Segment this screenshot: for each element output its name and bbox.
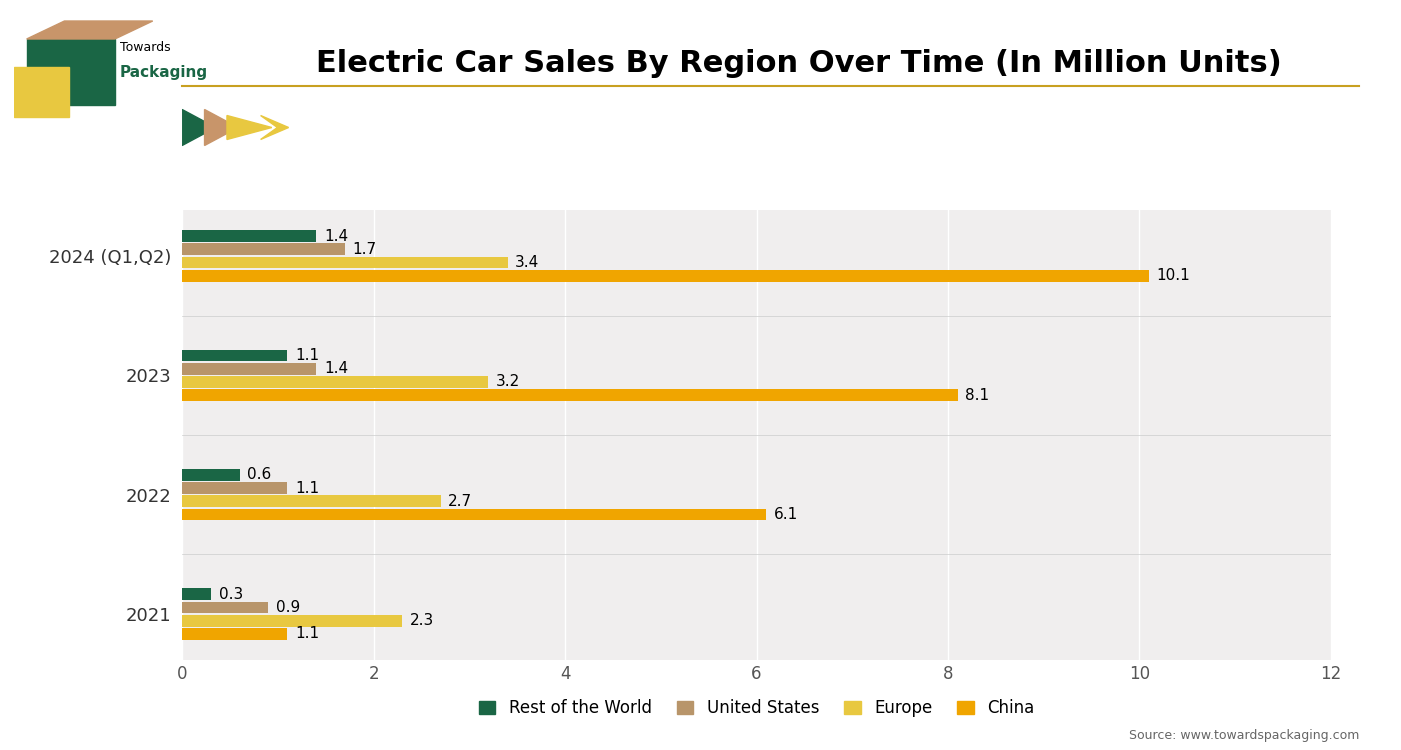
Polygon shape xyxy=(261,116,289,140)
Bar xyxy=(182,376,489,388)
Text: 1.7: 1.7 xyxy=(353,242,377,256)
Bar xyxy=(182,230,317,242)
Bar xyxy=(182,588,210,600)
Text: 6.1: 6.1 xyxy=(773,507,799,522)
Text: 10.1: 10.1 xyxy=(1157,268,1191,284)
Text: 8.1: 8.1 xyxy=(965,388,989,403)
Bar xyxy=(182,256,507,268)
Polygon shape xyxy=(227,116,272,140)
Bar xyxy=(182,244,345,255)
Text: Packaging: Packaging xyxy=(120,65,209,80)
Legend: Rest of the World, United States, Europe, China: Rest of the World, United States, Europe… xyxy=(472,692,1041,724)
Text: Source: www.towardspackaging.com: Source: www.towardspackaging.com xyxy=(1129,730,1359,742)
Bar xyxy=(182,482,287,494)
Text: Electric Car Sales By Region Over Time (In Million Units): Electric Car Sales By Region Over Time (… xyxy=(315,49,1282,78)
Bar xyxy=(182,602,269,613)
Text: 0.3: 0.3 xyxy=(219,586,242,602)
Text: 3.2: 3.2 xyxy=(496,374,520,389)
Text: 1.4: 1.4 xyxy=(324,229,347,244)
Bar xyxy=(182,469,240,481)
Bar xyxy=(182,389,958,401)
Text: 0.9: 0.9 xyxy=(276,600,300,615)
Bar xyxy=(182,509,766,520)
Polygon shape xyxy=(27,21,153,39)
Polygon shape xyxy=(205,110,238,146)
Polygon shape xyxy=(182,110,216,146)
Text: 2.7: 2.7 xyxy=(448,494,472,508)
Bar xyxy=(182,615,402,626)
Text: Towards: Towards xyxy=(120,41,171,55)
Bar xyxy=(182,363,317,374)
Text: 1.1: 1.1 xyxy=(296,626,319,641)
Bar xyxy=(27,39,115,105)
Text: 2.3: 2.3 xyxy=(410,614,434,628)
Text: 0.6: 0.6 xyxy=(247,467,272,482)
Bar xyxy=(182,350,287,361)
Bar xyxy=(14,67,70,117)
Text: 1.4: 1.4 xyxy=(324,362,347,376)
Text: 3.4: 3.4 xyxy=(516,255,539,270)
Bar xyxy=(182,270,1149,282)
Bar xyxy=(182,628,287,640)
Bar xyxy=(182,496,440,507)
Text: 1.1: 1.1 xyxy=(296,348,319,363)
Text: 1.1: 1.1 xyxy=(296,481,319,496)
